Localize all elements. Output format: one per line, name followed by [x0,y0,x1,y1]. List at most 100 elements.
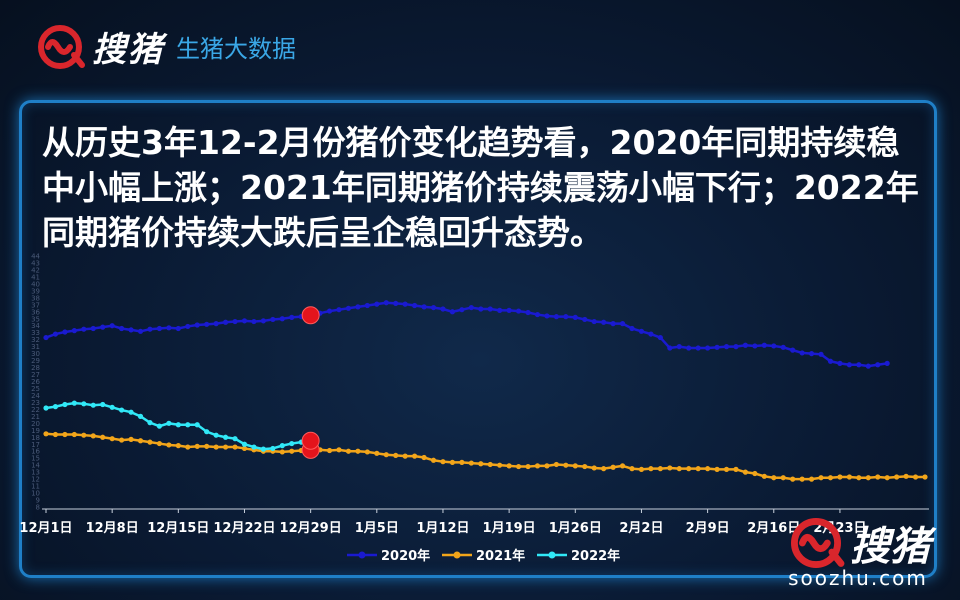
data-point [383,452,389,458]
x-tick-label: 12月1日 [19,521,72,536]
legend-swatch-marker [548,551,556,559]
data-point [714,466,720,472]
y-tick-label: 41 [31,273,40,281]
series-2022年 [43,400,320,452]
y-tick-label: 43 [31,259,40,267]
data-point [619,463,626,469]
y-tick-label: 26 [31,378,40,386]
data-point [421,454,427,461]
data-point [601,319,607,325]
data-point [402,453,408,459]
data-point [90,433,96,439]
watermark-text: 搜猪 [850,523,930,570]
data-point [705,466,711,472]
data-point [222,444,229,450]
content-panel [19,100,937,578]
data-point [412,453,418,459]
data-point [279,449,285,455]
data-point [648,331,654,337]
legend-label: 2021年 [476,548,525,564]
data-point [497,307,503,313]
data-point [128,436,134,442]
data-point [194,443,200,449]
data-point [345,448,352,454]
data-point [62,431,68,438]
legend: 2020年 2021年 2022年 [347,548,620,564]
y-tick-label: 31 [31,343,40,351]
data-point [175,325,181,332]
data-point [695,345,701,351]
data-point [771,475,777,481]
data-point [52,404,59,410]
data-point [251,318,257,325]
data-point [43,334,49,341]
x-tick-label: 2月9日 [686,521,730,536]
data-point [723,466,730,472]
y-tick-label: 17 [31,441,40,449]
y-tick-label: 16 [31,448,40,456]
data-point [771,343,777,349]
data-point [695,466,701,472]
data-point [912,474,919,480]
x-tick-label: 1月26日 [549,521,602,536]
data-point [544,463,550,469]
data-point [875,362,881,368]
data-point [52,331,59,337]
data-point [657,334,663,341]
y-tick-label: 33 [31,329,40,337]
data-point [289,314,295,320]
data-point [71,328,77,334]
y-tick-label: 35 [31,315,40,323]
data-point [780,475,786,481]
y-tick-label: 15 [31,455,40,463]
data-point [137,438,144,444]
data-point [270,316,276,323]
headline-text: 从历史3年12-2月份猪价变化趋势看，2020年同期持续稳中小幅上涨；2021年… [42,123,919,252]
y-tick-label: 40 [31,280,40,288]
data-point [497,462,503,468]
data-point [430,304,437,311]
data-point [270,445,276,452]
y-tick-label: 12 [31,476,40,484]
data-point [922,474,928,480]
data-point [610,321,616,327]
data-point [790,476,796,482]
data-point [289,440,295,447]
data-point [515,308,522,314]
data-point [468,460,474,466]
y-tick-label: 18 [31,434,40,442]
y-tick-label: 28 [31,364,40,372]
x-tick-label: 12月29日 [280,521,342,536]
data-point [336,447,342,453]
y-tick-label: 14 [31,462,40,470]
data-point [421,304,427,310]
data-point [667,465,673,471]
legend-label: 2022年 [571,548,620,564]
data-point [676,344,682,350]
data-point [780,344,786,350]
data-point [752,470,758,477]
y-tick-label: 24 [31,392,40,400]
y-tick-label: 9 [36,497,40,505]
y-tick-label: 8 [36,504,40,512]
data-point [156,325,163,332]
data-point [355,448,361,454]
data-point [799,476,805,482]
data-point [430,457,437,463]
data-point [572,314,578,320]
data-point [686,466,692,472]
y-tick-label: 10 [31,490,40,498]
y-tick-label: 42 [31,266,40,274]
highlight-marker [301,306,320,325]
data-point [440,459,446,465]
data-point [563,314,569,320]
data-point [827,475,834,481]
data-point [629,466,635,472]
data-point [241,318,248,324]
data-point [487,461,493,468]
data-point [837,360,843,366]
data-point [279,443,285,449]
y-tick-label: 11 [31,483,40,491]
data-point [790,347,796,353]
data-point [260,446,266,452]
